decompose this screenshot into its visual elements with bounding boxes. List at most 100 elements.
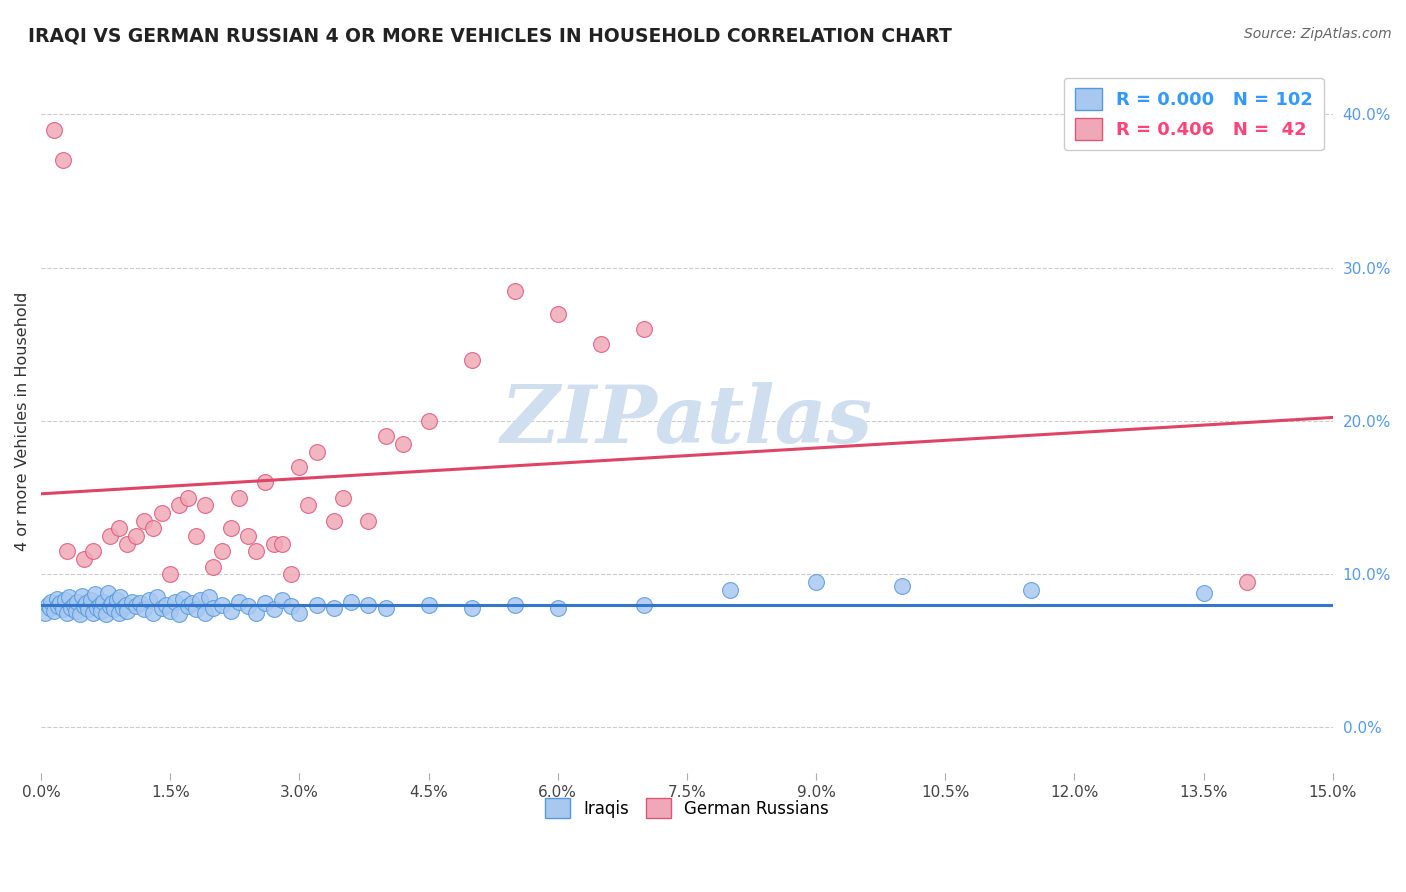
Point xyxy=(253,475,276,490)
Y-axis label: 4 or more Vehicles in Household: 4 or more Vehicles in Household xyxy=(15,292,30,550)
Point xyxy=(357,598,380,612)
Point xyxy=(418,414,440,428)
Point xyxy=(190,593,212,607)
Point xyxy=(45,591,67,606)
Point xyxy=(374,429,396,443)
Point xyxy=(357,514,380,528)
Point xyxy=(167,607,190,621)
Point xyxy=(891,579,914,593)
Point xyxy=(1236,574,1258,589)
Legend: Iraqis, German Russians: Iraqis, German Russians xyxy=(538,791,835,825)
Point xyxy=(114,598,136,612)
Point xyxy=(633,322,655,336)
Point xyxy=(194,498,217,512)
Text: ZIPatlas: ZIPatlas xyxy=(501,383,873,459)
Point xyxy=(98,599,121,614)
Point xyxy=(198,591,221,605)
Point xyxy=(134,602,156,616)
Point xyxy=(107,606,129,620)
Point xyxy=(98,529,121,543)
Point xyxy=(63,598,86,612)
Point xyxy=(69,607,91,621)
Point xyxy=(105,593,128,607)
Point xyxy=(155,598,177,612)
Point xyxy=(52,153,75,168)
Point xyxy=(100,596,122,610)
Point xyxy=(83,587,105,601)
Point xyxy=(460,601,482,615)
Point xyxy=(547,601,569,615)
Point xyxy=(271,536,294,550)
Point xyxy=(211,544,233,558)
Point xyxy=(146,591,169,605)
Point xyxy=(163,595,186,609)
Point xyxy=(547,307,569,321)
Point xyxy=(718,582,741,597)
Point xyxy=(34,606,56,620)
Point xyxy=(159,567,181,582)
Point xyxy=(56,606,79,620)
Point xyxy=(288,606,311,620)
Text: IRAQI VS GERMAN RUSSIAN 4 OR MORE VEHICLES IN HOUSEHOLD CORRELATION CHART: IRAQI VS GERMAN RUSSIAN 4 OR MORE VEHICL… xyxy=(28,27,952,45)
Point xyxy=(53,593,76,607)
Point xyxy=(60,601,83,615)
Point xyxy=(97,585,120,599)
Point xyxy=(219,604,242,618)
Point xyxy=(129,596,152,610)
Point xyxy=(228,595,250,609)
Point xyxy=(180,596,202,610)
Point xyxy=(184,529,207,543)
Point xyxy=(589,337,612,351)
Point xyxy=(253,596,276,610)
Point xyxy=(236,599,259,614)
Point xyxy=(77,602,100,616)
Point xyxy=(228,491,250,505)
Point xyxy=(503,284,526,298)
Point xyxy=(89,598,111,612)
Point xyxy=(115,604,138,618)
Point xyxy=(245,544,267,558)
Point xyxy=(90,604,112,618)
Point xyxy=(56,544,79,558)
Point xyxy=(142,521,165,535)
Point xyxy=(110,591,132,605)
Point xyxy=(73,599,96,614)
Point xyxy=(115,536,138,550)
Point xyxy=(134,514,156,528)
Text: Source: ZipAtlas.com: Source: ZipAtlas.com xyxy=(1244,27,1392,41)
Point xyxy=(305,598,328,612)
Point xyxy=(194,606,217,620)
Point xyxy=(202,559,225,574)
Point xyxy=(52,602,75,616)
Point xyxy=(1021,582,1043,597)
Point xyxy=(245,606,267,620)
Point xyxy=(418,598,440,612)
Point xyxy=(38,601,60,615)
Point xyxy=(159,604,181,618)
Point xyxy=(1192,585,1215,599)
Point xyxy=(80,593,103,607)
Point xyxy=(340,595,363,609)
Point xyxy=(72,589,94,603)
Point xyxy=(107,521,129,535)
Point xyxy=(211,598,233,612)
Point xyxy=(37,598,59,612)
Point xyxy=(150,601,173,615)
Point xyxy=(202,601,225,615)
Point xyxy=(138,593,160,607)
Point xyxy=(374,601,396,615)
Point xyxy=(503,598,526,612)
Point xyxy=(263,602,285,616)
Point xyxy=(391,437,413,451)
Point xyxy=(633,598,655,612)
Point xyxy=(460,352,482,367)
Point xyxy=(65,604,87,618)
Point xyxy=(125,529,148,543)
Point xyxy=(58,591,80,605)
Point xyxy=(91,595,114,609)
Point xyxy=(125,599,148,614)
Point xyxy=(236,529,259,543)
Point xyxy=(150,506,173,520)
Point xyxy=(322,514,344,528)
Point xyxy=(305,444,328,458)
